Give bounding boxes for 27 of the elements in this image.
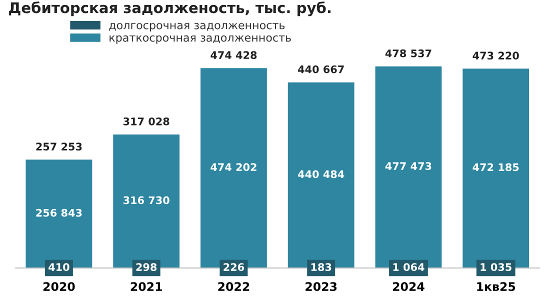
total-label: 474 428 [210, 51, 257, 60]
chart-title: Дебиторская задолженость, тыс. руб. [9, 1, 330, 16]
data-label: 477 473 [385, 162, 432, 170]
data-label: 440 484 [298, 170, 344, 178]
total-label: 317 028 [123, 117, 170, 126]
data-label: 1 064 [393, 263, 424, 272]
data-label: 226 [224, 263, 244, 272]
x-tick-label: 2020 [43, 282, 75, 292]
data-label: 1 035 [480, 263, 512, 272]
data-label: 316 730 [123, 196, 170, 204]
x-tick-label: 2023 [306, 282, 337, 292]
x-tick-label: 2021 [130, 282, 162, 292]
x-tick-label: 2024 [392, 282, 424, 292]
total-label: 478 537 [385, 49, 432, 58]
data-label: 410 [48, 263, 70, 272]
data-label: 298 [136, 263, 157, 272]
data-label: 472 185 [472, 163, 519, 172]
x-tick-label: 2022 [218, 282, 250, 292]
data-label: 183 [311, 263, 332, 272]
total-label: 440 667 [298, 65, 344, 74]
legend-label: краткосрочная задолженность [110, 35, 291, 44]
legend-label: долгосрочная задолженность [109, 22, 285, 32]
total-label: 257 253 [36, 142, 82, 151]
x-tick-label: 1кв25 [477, 282, 516, 292]
data-label: 256 843 [36, 208, 82, 217]
data-label: 474 202 [210, 163, 256, 172]
total-label: 473 220 [472, 52, 519, 60]
